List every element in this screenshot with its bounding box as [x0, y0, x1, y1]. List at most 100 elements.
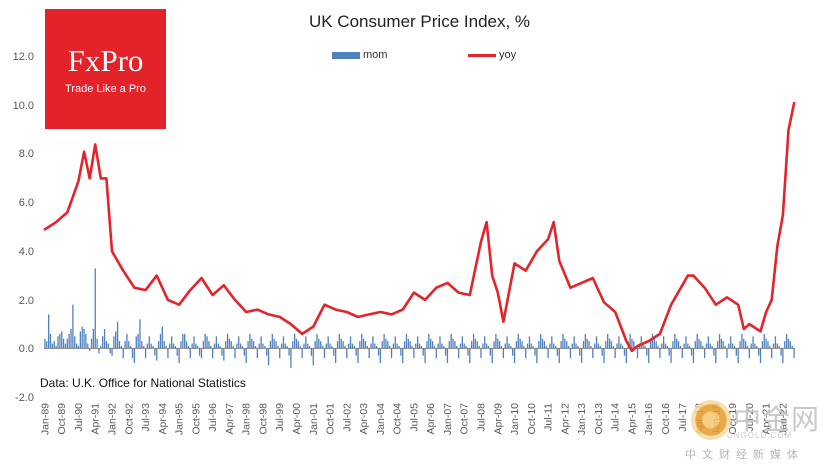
mom-bar [416, 336, 419, 349]
mom-bar [238, 336, 240, 349]
mom-bar [169, 343, 171, 349]
mom-bar [717, 341, 719, 349]
mom-bar [750, 343, 752, 349]
mom-bar [670, 348, 672, 363]
mom-bar [620, 343, 622, 349]
mom-bar [448, 341, 450, 349]
mom-bar [331, 346, 333, 349]
mom-bar [744, 341, 747, 349]
x-tick-label: Apr-09 [492, 403, 504, 435]
mom-bar [249, 333, 251, 349]
y-tick-label: 4.0 [19, 246, 34, 258]
mom-bar [368, 348, 370, 359]
mom-bar [741, 333, 743, 349]
cngold-watermark: 中金网 CNGOLD.COM 中文财经新媒体 [685, 398, 827, 468]
mom-bar [553, 343, 555, 349]
mom-bar [105, 341, 108, 349]
mom-bar [111, 348, 113, 356]
mom-bar [588, 341, 590, 349]
mom-bar [359, 341, 361, 349]
mom-bar [392, 343, 395, 349]
mom-bar [472, 333, 475, 349]
mom-bar [327, 336, 329, 349]
mom-bar [605, 341, 607, 349]
mom-bar [681, 348, 683, 359]
mom-bar [523, 346, 525, 349]
mom-bar [219, 346, 221, 349]
mom-bar [446, 348, 449, 363]
mom-bar [549, 343, 551, 349]
mom-bar [182, 333, 184, 349]
mom-bar [293, 333, 296, 349]
mom-bar [308, 346, 311, 349]
mom-bar [754, 343, 756, 349]
mom-bar [303, 343, 305, 349]
watermark-subtitle: 中文财经新媒体 [685, 448, 804, 461]
mom-bar [141, 341, 143, 349]
mom-bar [107, 343, 109, 349]
mom-bar [109, 348, 111, 354]
mom-bar [739, 341, 741, 349]
x-tick-label: Jan-95 [174, 403, 186, 435]
mom-bar [351, 343, 354, 349]
mom-bar [672, 341, 674, 349]
mom-bar [457, 348, 460, 359]
mom-bar [590, 346, 592, 349]
mom-bar [381, 341, 383, 349]
mom-bar [329, 343, 331, 349]
mom-bar [500, 346, 503, 349]
mom-bar [130, 346, 132, 349]
y-tick-label: 2.0 [19, 295, 34, 307]
mom-bar [336, 341, 339, 349]
mom-bar [174, 346, 177, 349]
mom-bar [172, 343, 175, 349]
mom-bar [260, 336, 262, 349]
mom-bar [232, 346, 234, 349]
mom-bar [508, 343, 510, 349]
mom-bar [538, 341, 540, 349]
mom-bar [676, 338, 678, 349]
mom-bar [771, 348, 773, 359]
mom-bar [758, 348, 760, 356]
mom-bar [288, 348, 290, 356]
mom-bar [677, 341, 680, 349]
mom-bar [135, 336, 137, 349]
mom-bar [478, 346, 480, 349]
mom-bar [426, 341, 428, 349]
mom-bar [193, 336, 195, 349]
mom-bar [122, 348, 124, 359]
mom-bar [120, 346, 122, 349]
mom-bar [612, 346, 614, 349]
x-axis: Jan-89 Oct-89 Jul-90 Apr-91 Jan-92 Oct-92 Jul-… [39, 347, 795, 435]
mom-bar [157, 341, 160, 349]
mom-bar [98, 348, 100, 354]
x-tick-label: Oct-95 [190, 403, 202, 435]
mom-bar [631, 338, 633, 349]
mom-bar [387, 341, 389, 349]
mom-bar [743, 338, 745, 349]
mom-bar [728, 343, 730, 349]
mom-bar [580, 348, 583, 363]
mom-bar [299, 346, 301, 349]
mom-bar [476, 341, 478, 349]
mom-bar [409, 341, 411, 349]
mom-bar [102, 336, 104, 349]
watermark-brand: 中金网 [733, 403, 821, 436]
mom-bar [212, 348, 214, 359]
mom-bar [53, 341, 55, 349]
mom-bar [651, 333, 654, 349]
mom-bar [390, 348, 393, 359]
mom-bar [761, 341, 764, 349]
mom-bar [713, 348, 715, 356]
mom-bar [497, 338, 499, 349]
legend-yoy-swatch [468, 53, 496, 57]
mom-bar [344, 346, 346, 349]
logo-name: FxPro [67, 43, 144, 78]
x-tick-label: Jan-13 [576, 403, 588, 435]
mom-bar [582, 341, 585, 349]
mom-bar [184, 333, 186, 349]
mom-bar [372, 336, 374, 349]
mom-bar [720, 338, 723, 349]
mom-bar [774, 336, 777, 349]
